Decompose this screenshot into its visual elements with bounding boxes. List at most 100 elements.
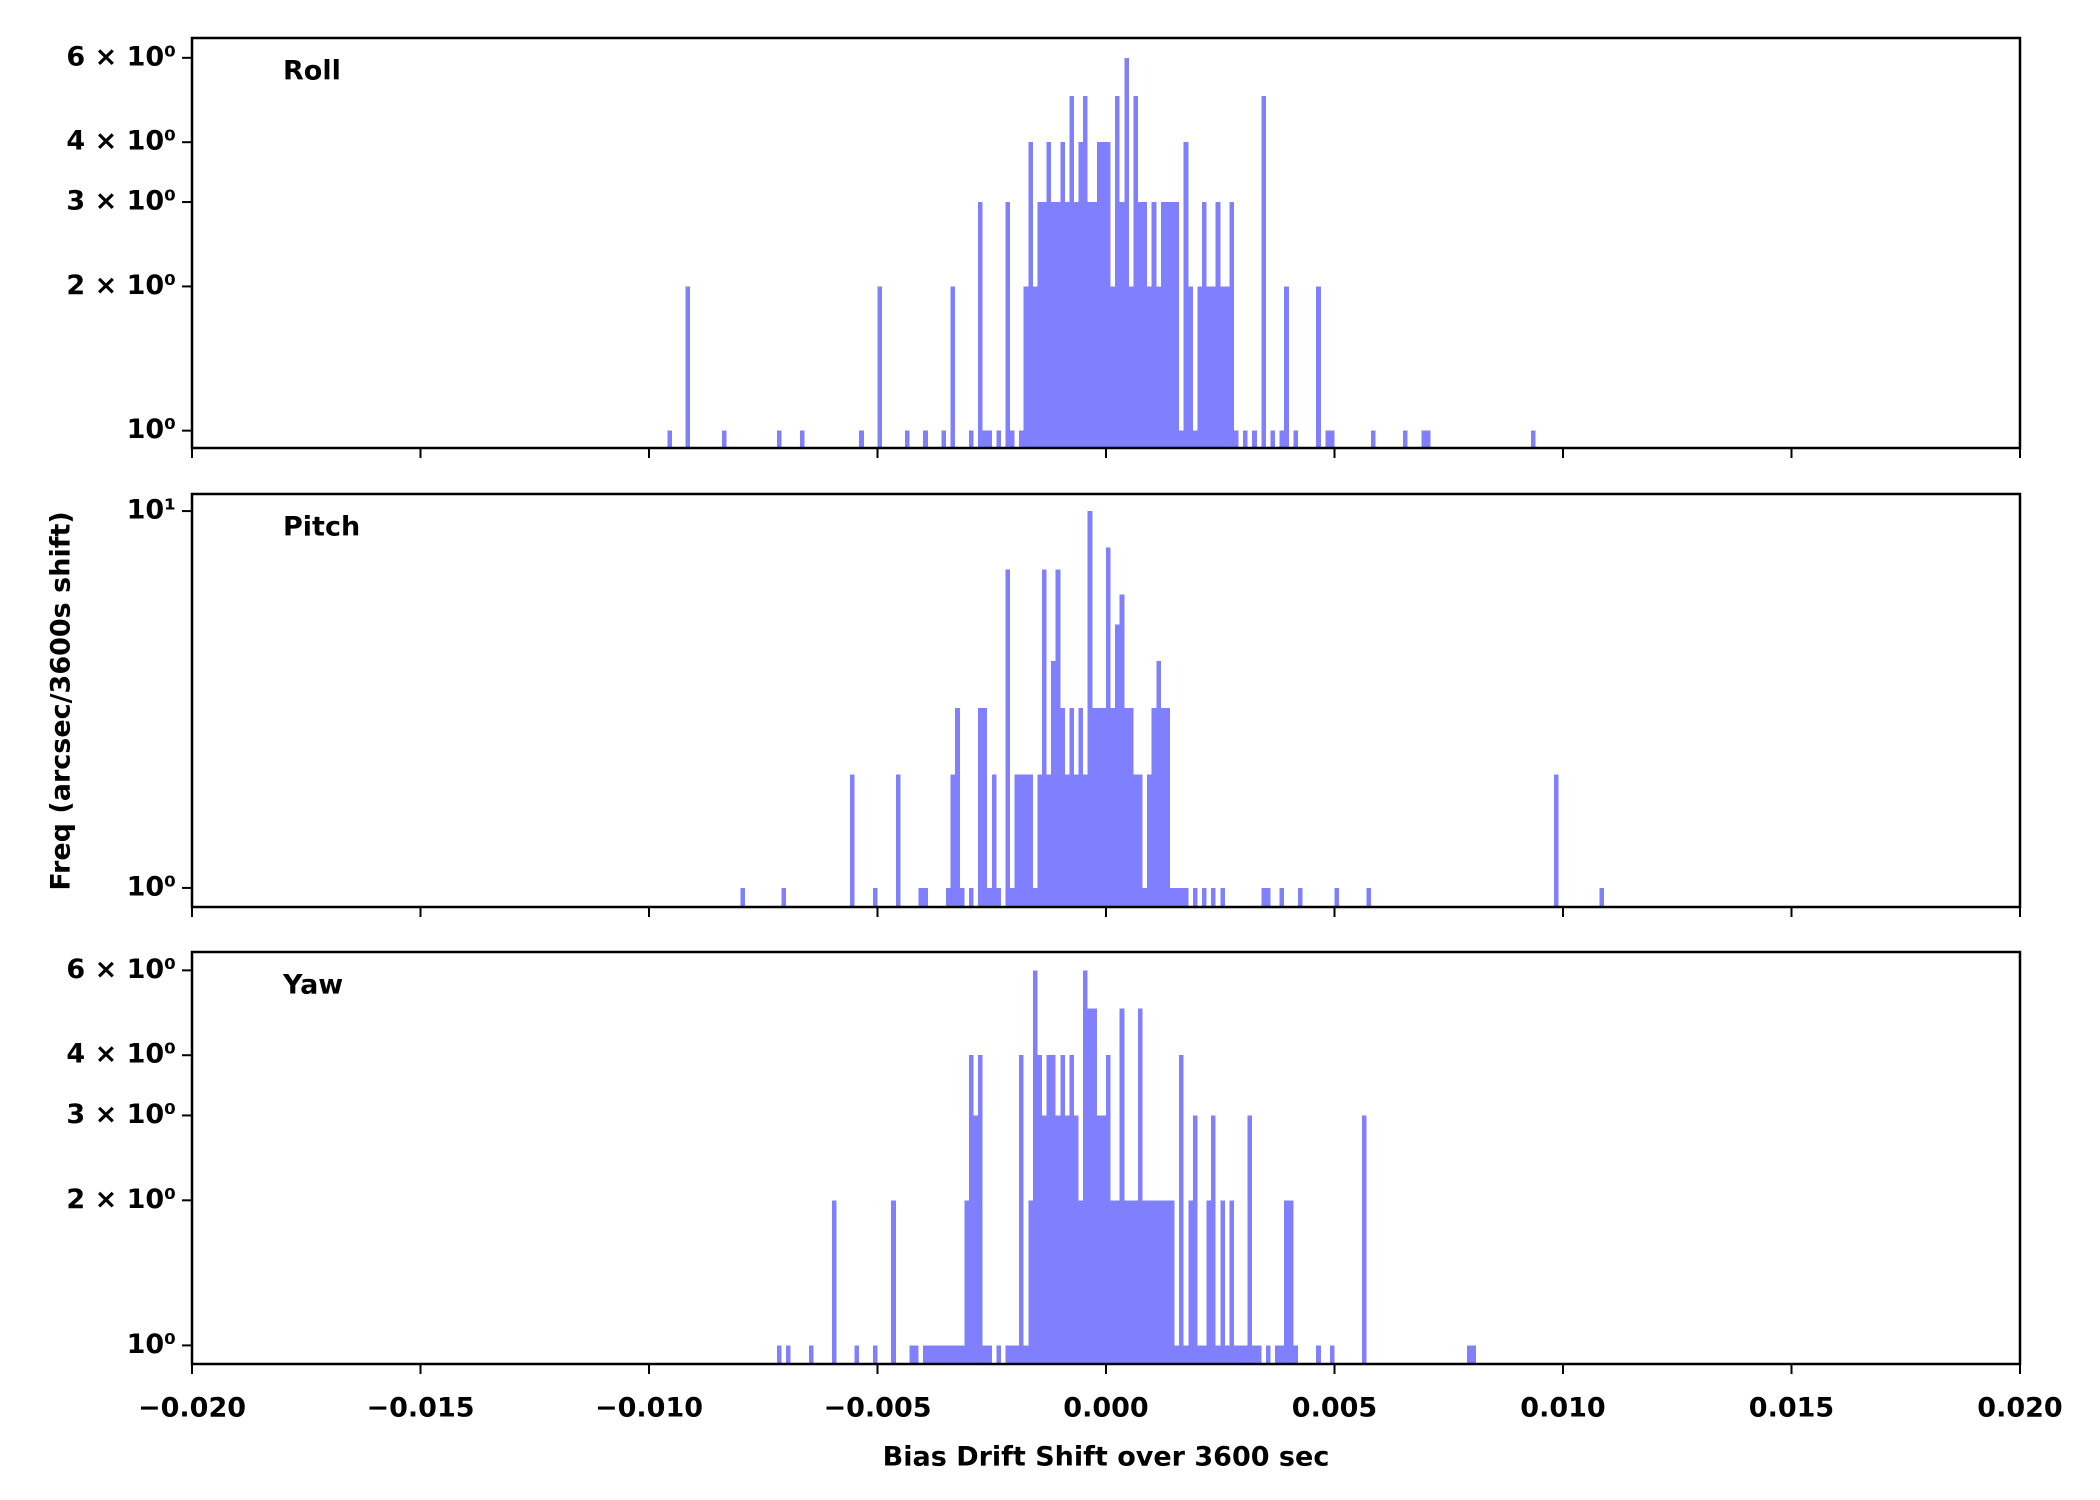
bar <box>1051 661 1056 907</box>
bar <box>955 708 960 907</box>
bar <box>1165 202 1170 448</box>
bar <box>877 286 883 448</box>
bar <box>1074 774 1079 907</box>
bar <box>1124 1200 1129 1364</box>
bar <box>891 1200 896 1364</box>
bar <box>982 1345 988 1364</box>
bar <box>1211 1115 1216 1364</box>
bar <box>1279 430 1285 448</box>
bar <box>1425 430 1431 448</box>
bar <box>1087 511 1093 907</box>
bar <box>1192 1115 1198 1364</box>
bar <box>1092 202 1097 448</box>
bar <box>1188 1200 1193 1364</box>
bar <box>1211 286 1216 448</box>
bar <box>1206 286 1212 448</box>
bar <box>941 430 947 448</box>
bar <box>1014 774 1020 907</box>
bar <box>1005 1345 1011 1364</box>
y-tick-label: 6 × 10⁰ <box>66 41 176 72</box>
bar <box>1096 142 1102 448</box>
bar <box>1142 1200 1148 1364</box>
bar <box>1092 1008 1097 1364</box>
bar <box>1128 286 1134 448</box>
bar <box>1010 887 1015 907</box>
bar <box>1293 1345 1298 1364</box>
bar <box>1160 202 1166 448</box>
bar <box>667 430 672 448</box>
y-tick-label: 2 × 10⁰ <box>66 1184 176 1215</box>
bar <box>1201 887 1207 907</box>
bar <box>941 1345 947 1364</box>
bar <box>1284 1200 1289 1364</box>
y-tick-label: 6 × 10⁰ <box>66 954 176 985</box>
x-tick-label: 0.000 <box>1063 1393 1148 1424</box>
bar <box>1156 286 1161 448</box>
bar <box>895 774 901 907</box>
bar <box>959 887 965 907</box>
bar <box>978 1055 983 1364</box>
bar <box>872 1345 878 1364</box>
bar <box>1115 624 1120 907</box>
bar <box>1220 1200 1225 1364</box>
bar <box>1179 1055 1184 1364</box>
bar <box>1055 202 1061 448</box>
bar <box>1064 774 1070 907</box>
bar <box>1115 1200 1120 1364</box>
bar <box>1174 1345 1180 1364</box>
bar <box>1142 887 1148 907</box>
bar <box>1471 1345 1477 1364</box>
bar <box>1046 142 1052 448</box>
bar <box>1220 286 1225 448</box>
bar <box>1265 1345 1271 1364</box>
bar <box>1279 887 1285 907</box>
bar <box>1188 286 1193 448</box>
bar <box>1179 887 1184 907</box>
bar <box>1023 774 1029 907</box>
bar <box>978 202 983 448</box>
bar <box>982 430 988 448</box>
bar <box>1064 1115 1070 1364</box>
bar <box>1156 1200 1161 1364</box>
bar <box>1101 1115 1106 1364</box>
bar <box>1119 594 1125 907</box>
bar <box>1233 1345 1239 1364</box>
bar <box>978 708 983 907</box>
bar <box>1147 1200 1152 1364</box>
bar <box>959 1345 965 1364</box>
y-tick-label: 10¹ <box>127 495 176 526</box>
bar <box>1092 708 1097 907</box>
bar <box>936 1345 942 1364</box>
bar <box>1119 202 1125 448</box>
bar <box>1019 1055 1024 1364</box>
bar <box>1224 286 1230 448</box>
bar <box>1055 569 1061 907</box>
bar <box>1197 1345 1202 1364</box>
bar <box>1064 202 1070 448</box>
bar <box>1083 774 1088 907</box>
bar <box>932 1345 937 1364</box>
bar <box>1261 95 1266 448</box>
bar <box>1334 887 1340 907</box>
bar <box>1028 1200 1033 1364</box>
panel-label: Roll <box>283 56 341 87</box>
bar <box>1051 202 1056 448</box>
bar <box>1010 430 1015 448</box>
x-tick-label: −0.015 <box>366 1393 474 1424</box>
bar <box>1256 1345 1262 1364</box>
bar <box>1010 1345 1015 1364</box>
bar <box>1032 286 1038 448</box>
bar <box>1599 887 1605 907</box>
bar <box>1083 95 1088 448</box>
y-tick-label: 10⁰ <box>127 1329 176 1360</box>
bar <box>1069 95 1075 448</box>
bar <box>1124 708 1129 907</box>
bar <box>1361 1115 1367 1364</box>
bar <box>740 887 745 907</box>
y-tick-label: 2 × 10⁰ <box>66 270 176 301</box>
bar <box>955 1345 960 1364</box>
bar <box>1032 887 1038 907</box>
bar <box>1151 1200 1157 1364</box>
panel-label: Yaw <box>282 970 343 1001</box>
bar <box>968 887 974 907</box>
